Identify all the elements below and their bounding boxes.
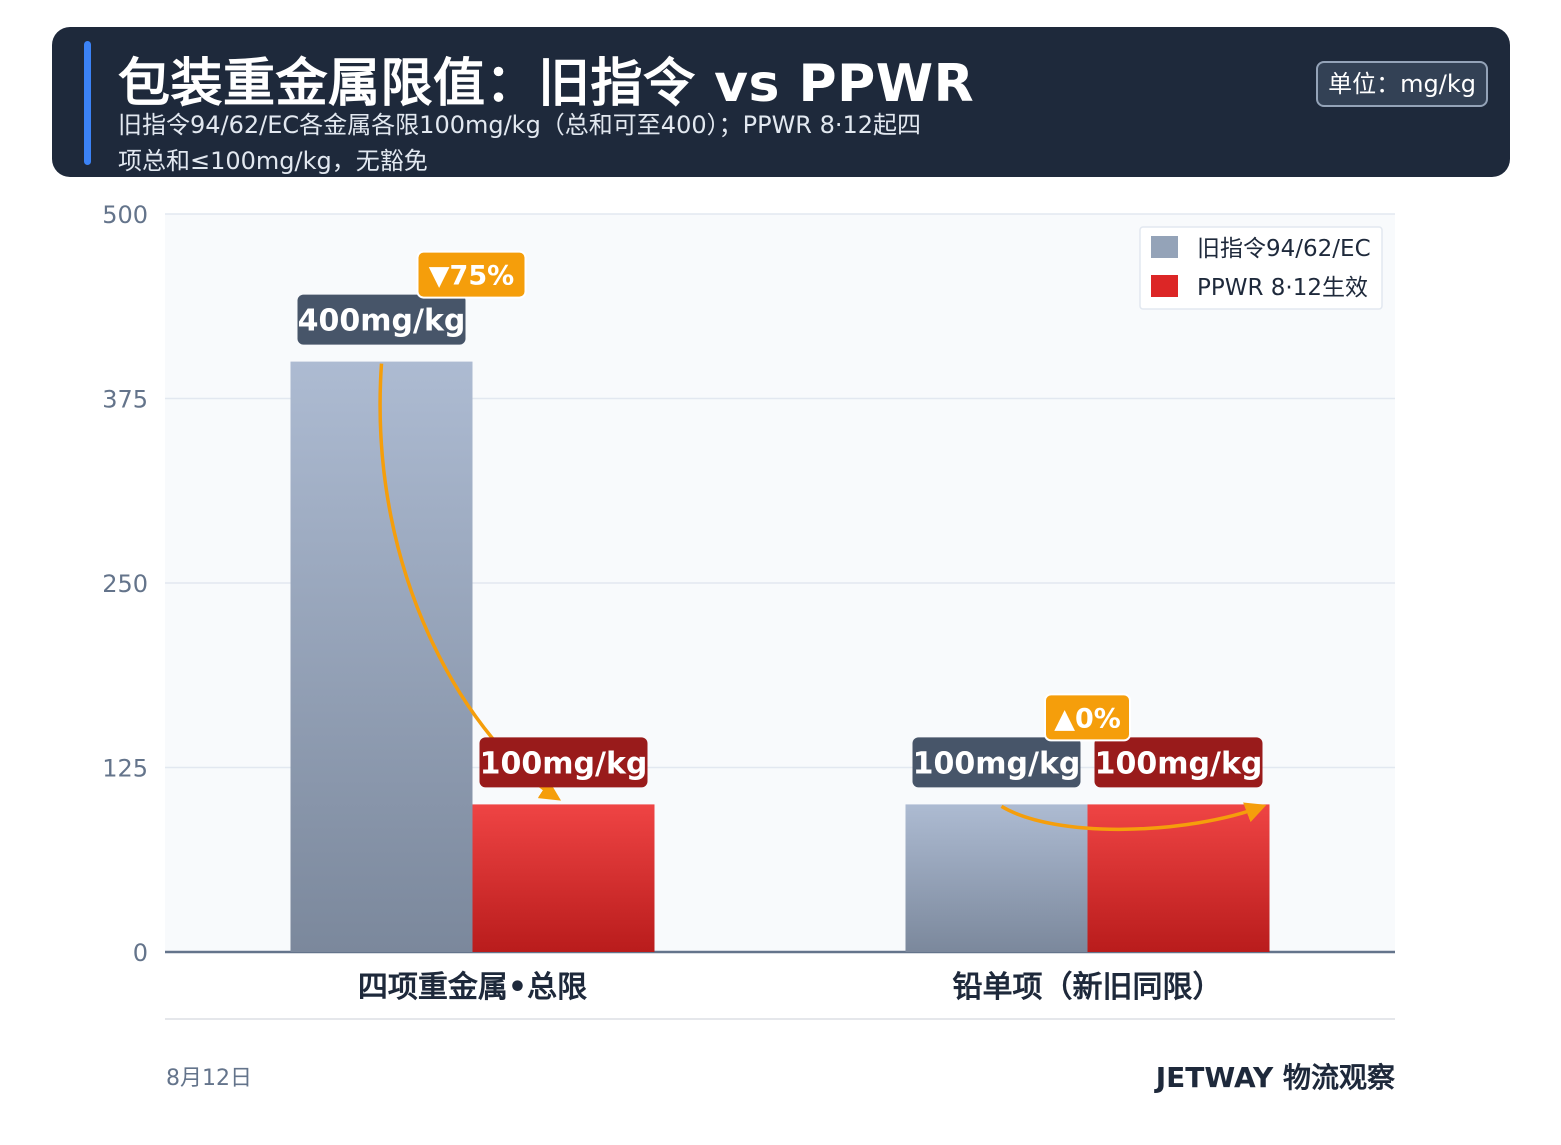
bar-old-2 (905, 804, 1088, 952)
footer-brand: JETWAY 物流观察 (1155, 1061, 1395, 1094)
bar-ppwr-1 (472, 804, 655, 952)
change-arrow-2 (1000, 802, 1267, 832)
value-label-old-2: 100mg/kg (912, 737, 1081, 788)
change-badge-bg (416, 250, 527, 299)
chart-title: 包装重金属限值：旧指令 vs PPWR (118, 54, 975, 114)
footer-divider (165, 1018, 1395, 1020)
legend-label-ppwr: PPWR 8·12生效 (1197, 275, 1368, 301)
value-label-ppwr-1: 100mg/kg (479, 737, 648, 788)
value-label-bg (297, 294, 466, 345)
unit-badge: 单位：mg/kg (1316, 61, 1488, 107)
y-tick-label: 125 (102, 755, 148, 783)
value-label-old-1: 400mg/kg (297, 294, 466, 345)
change-badge-text: ▼75% (429, 261, 514, 292)
value-label-text: 100mg/kg (480, 746, 648, 781)
legend-label-old: 旧指令94/62/EC (1197, 236, 1371, 262)
legend-swatch-ppwr (1151, 275, 1178, 297)
value-label-text: 100mg/kg (913, 746, 1081, 781)
chart-subtitle: 旧指令94/62/EC各金属各限100mg/kg（总和可至400）；PPWR 8… (118, 111, 922, 175)
header-banner: 包装重金属限值：旧指令 vs PPWR 旧指令94/62/EC各金属各限100m… (52, 27, 1510, 177)
legend-box (1139, 226, 1383, 310)
change-badge-text: ▲0% (1054, 703, 1121, 734)
value-label-bg (912, 737, 1081, 788)
value-label-text: 400mg/kg (298, 304, 466, 339)
x-category-label: 四项重金属•总限 (358, 970, 587, 1005)
change-badge-bg (1044, 693, 1131, 742)
y-tick-label: 250 (102, 570, 148, 598)
footer-date: 8月12日 (166, 1066, 252, 1091)
value-label-bg (479, 737, 648, 788)
change-badge-1: ▼75% (416, 250, 527, 299)
legend-swatch-old (1151, 236, 1178, 258)
value-label-ppwr-2: 100mg/kg (1094, 737, 1263, 788)
y-tick-label: 0 (133, 939, 148, 967)
y-tick-label: 375 (102, 386, 148, 414)
x-category-label: 铅单项（新旧同限） (953, 970, 1223, 1005)
change-badge-2: ▲0% (1044, 693, 1131, 742)
value-label-text: 100mg/kg (1095, 746, 1263, 781)
value-label-bg (1094, 737, 1263, 788)
header-accent-bar (84, 41, 91, 165)
y-tick-label: 500 (102, 201, 148, 229)
